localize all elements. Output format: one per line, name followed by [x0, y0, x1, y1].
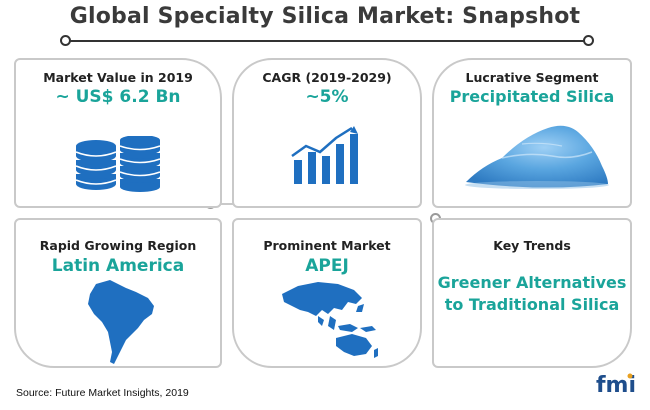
card-value: Latin America — [51, 256, 185, 276]
card-label: Prominent Market — [263, 238, 391, 253]
title-rule-left-dot — [60, 35, 71, 46]
title-underline — [68, 40, 588, 42]
card-lucrative-segment: Lucrative Segment Precipitated Silica — [432, 58, 632, 208]
card-prominent-market: Prominent Market APEJ — [232, 218, 422, 368]
card-value: ~5% — [305, 87, 349, 107]
card-label: Rapid Growing Region — [39, 238, 197, 253]
card-value: APEJ — [305, 256, 349, 276]
card-label: Market Value in 2019 — [43, 70, 193, 85]
card-value: Precipitated Silica — [449, 87, 615, 106]
card-cagr: CAGR (2019-2029) ~5% — [232, 58, 422, 208]
card-label: Key Trends — [493, 238, 571, 253]
card-rapid-growing-region: Rapid Growing Region Latin America — [14, 218, 222, 368]
card-label: CAGR (2019-2029) — [262, 70, 392, 85]
title-rule-right-dot — [583, 35, 594, 46]
fmi-logo-mark: fmi — [596, 373, 636, 398]
card-value: ~ US$ 6.2 Bn — [55, 87, 181, 107]
card-value-line-2: to Traditional Silica — [444, 295, 620, 314]
source-note: Source: Future Market Insights, 2019 — [16, 387, 189, 399]
card-key-trends: Key Trends Greener Alternatives to Tradi… — [432, 218, 632, 368]
card-value-line-1: Greener Alternatives — [437, 273, 627, 292]
card-label: Lucrative Segment — [465, 70, 599, 85]
fmi-logo: fmi — [588, 370, 644, 408]
card-market-value: Market Value in 2019 ~ US$ 6.2 Bn — [14, 58, 222, 208]
title-area: Global Specialty Silica Market: Snapshot — [0, 0, 650, 46]
page-title: Global Specialty Silica Market: Snapshot — [69, 4, 581, 29]
growth-bar-chart-icon — [291, 126, 358, 184]
silica-powder-pile-image — [465, 125, 609, 189]
asia-pacific-map-icon — [282, 282, 378, 358]
database-stack-icon — [75, 136, 161, 192]
south-america-map-icon — [88, 280, 154, 364]
